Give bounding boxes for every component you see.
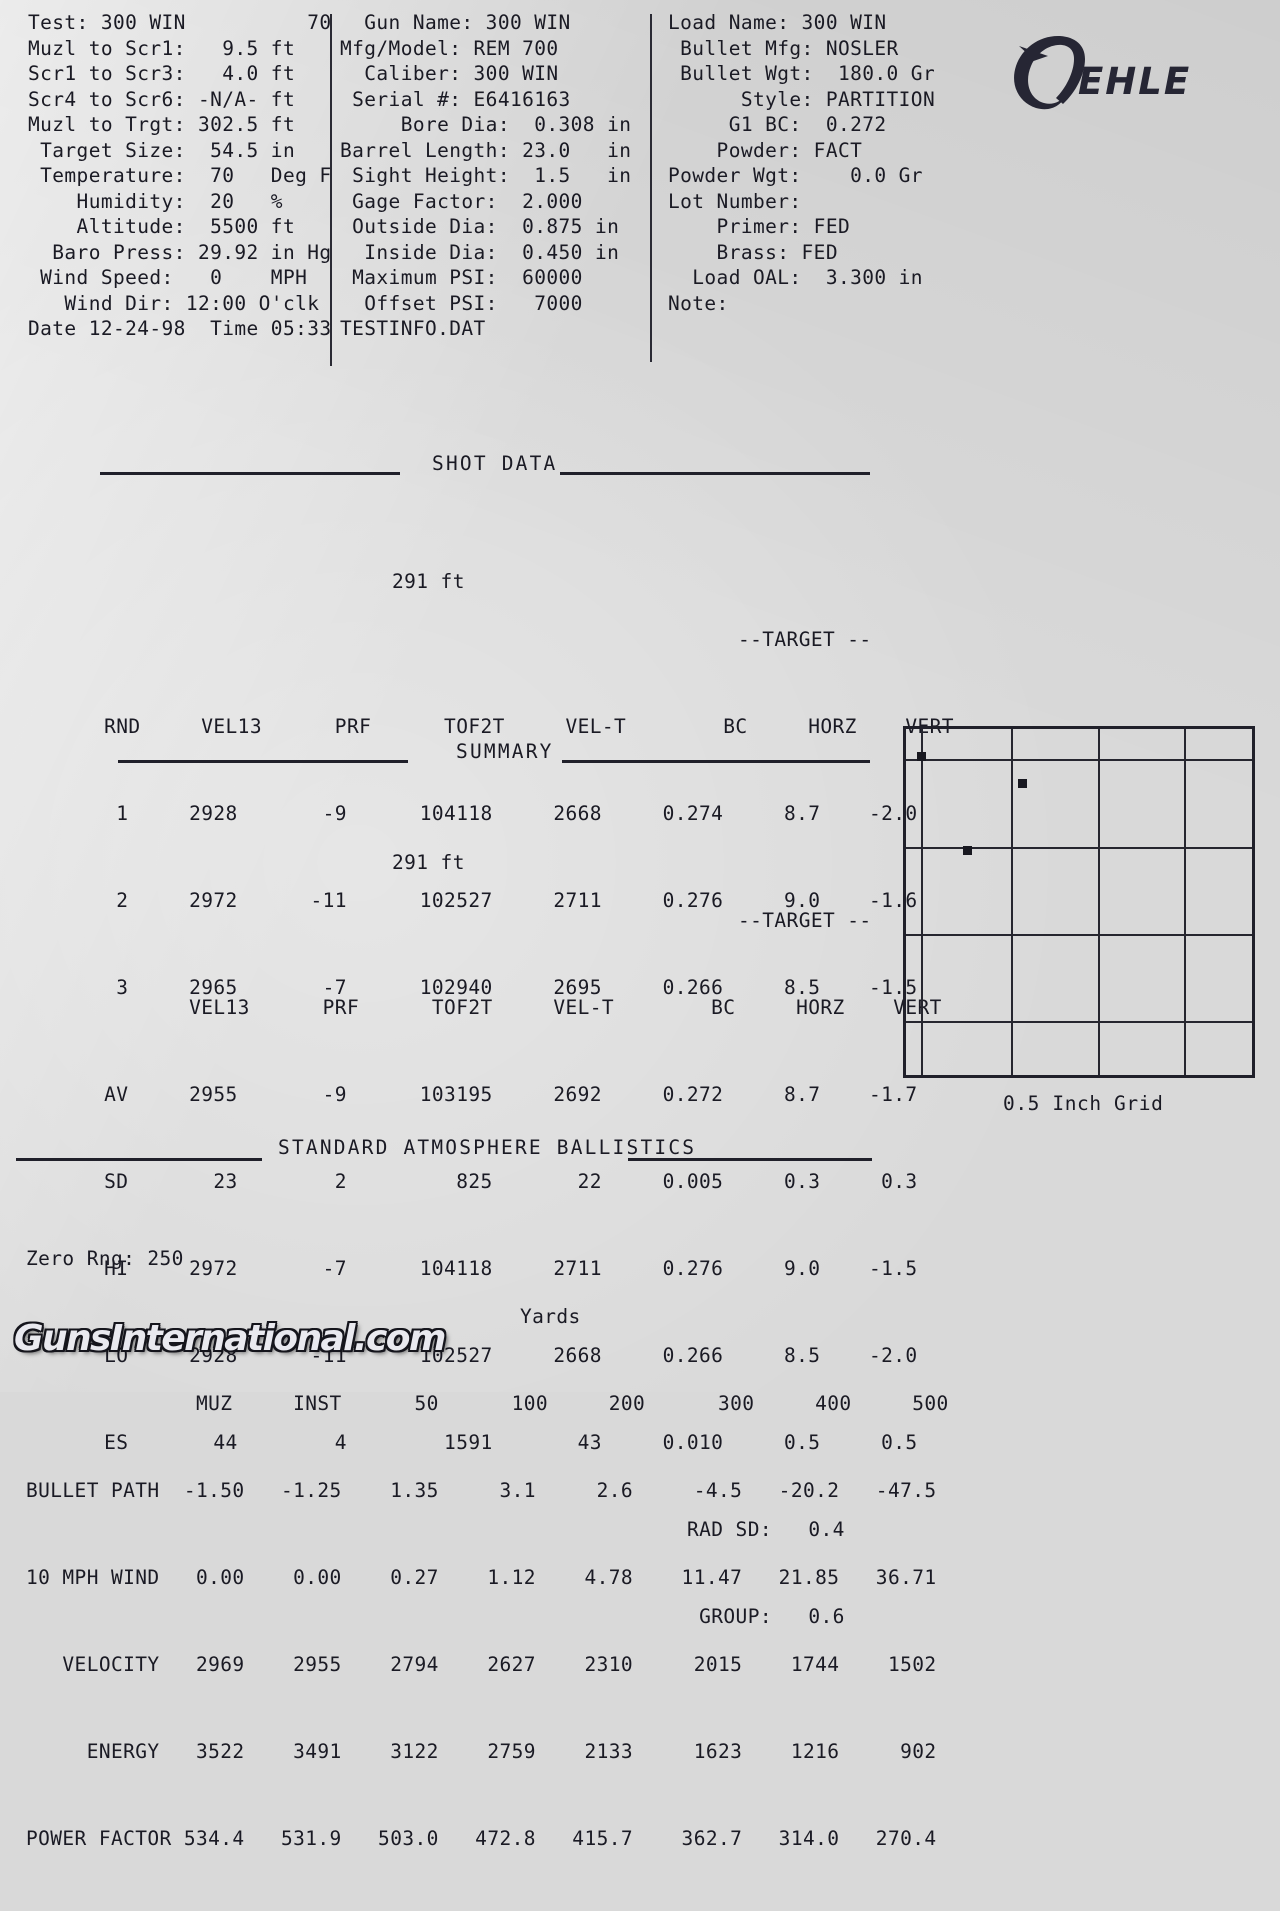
- table-row: BULLET PATH -1.50 -1.25 1.35 3.1 2.6 -4.…: [26, 1479, 937, 1502]
- header-line: Inside Dia: 0.450 in: [340, 240, 620, 264]
- grid-line-vertical: [1011, 729, 1013, 1075]
- shot-marker-3: [963, 846, 972, 855]
- summary-column-headers: VEL13 PRF TOF2T VEL-T BC HORZ VERT: [92, 996, 942, 1019]
- oehler-wordmark: EHLER: [1078, 60, 1190, 103]
- header-line: Load Name: 300 WIN: [668, 11, 887, 34]
- grid-line-vertical: [1184, 729, 1186, 1075]
- table-row: AV 2955 -9 103195 2692 0.272 8.7 -1.7: [92, 1083, 918, 1106]
- header-line: TESTINFO.DAT: [340, 317, 486, 340]
- header-line: Baro Press: 29.92 in Hg: [28, 240, 332, 264]
- ballistics-column-headers: MUZ INST 50 100 200 300 400 500: [26, 1392, 949, 1415]
- header-line: Bullet Mfg: NOSLER: [668, 36, 899, 60]
- shot-data-title: SHOT DATA: [432, 452, 558, 475]
- header-line: Powder Wgt: 0.0 Gr: [668, 164, 923, 187]
- ballistics-title: STANDARD ATMOSPHERE BALLISTICS: [278, 1136, 697, 1159]
- header-line: Load OAL: 3.300 in: [668, 266, 923, 289]
- grid-line-horizontal: [906, 1021, 1252, 1023]
- header-column-gun-info: Gun Name: 300 WIN Mfg/Model: REM 700 Cal…: [340, 10, 640, 342]
- header-line: Gun Name: 300 WIN: [340, 11, 571, 34]
- ballistics-zero-range: Zero Rng: 250: [26, 1247, 184, 1270]
- grid-line-vertical: [921, 729, 923, 1075]
- table-row: HI 2972 -7 104118 2711 0.276 9.0 -1.5: [92, 1257, 918, 1280]
- header-line: Caliber: 300 WIN: [340, 62, 559, 85]
- ballistics-rule-right: [628, 1158, 872, 1161]
- table-row: LO 2928 -11 102527 2668 0.266 8.5 -2.0: [92, 1344, 918, 1367]
- shot-data-target-label: --TARGET --: [738, 628, 872, 651]
- header-line: G1 BC: 0.272: [668, 113, 887, 136]
- header-line: Temperature: 70 Deg F: [28, 164, 332, 187]
- header-line: Target Size: 54.5 in: [28, 138, 296, 162]
- shot-marker-2: [1018, 779, 1027, 788]
- header-line: Bore Dia: 0.308 in: [340, 113, 632, 136]
- table-row: VELOCITY 2969 2955 2794 2627 2310 2015 1…: [26, 1653, 937, 1676]
- header-line: Humidity: 20 %: [28, 189, 283, 213]
- report-header: Test: 300 WIN 70 Muzl to Scr1: 9.5 ft Sc…: [0, 0, 1280, 380]
- target-grid: [903, 726, 1255, 1078]
- table-row: ENERGY 3522 3491 3122 2759 2133 1623 121…: [26, 1740, 937, 1763]
- header-line: Altitude: 5500 ft: [28, 215, 296, 238]
- header-column-test-conditions: Test: 300 WIN 70 Muzl to Scr1: 9.5 ft Sc…: [28, 10, 332, 342]
- grid-line-horizontal: [906, 847, 1252, 849]
- site-watermark: GunsInternational.com: [14, 1318, 446, 1359]
- table-row: POWER FACTOR 534.4 531.9 503.0 472.8 415…: [26, 1827, 937, 1850]
- ballistics-units-label: Yards: [520, 1305, 581, 1328]
- oehler-logo: EHLER: [1000, 32, 1190, 116]
- ballistics-report-sheet: Test: 300 WIN 70 Muzl to Scr1: 9.5 ft Sc…: [0, 0, 1280, 1850]
- header-line: Sight Height: 1.5 in: [340, 164, 632, 187]
- header-line: Powder: FACT: [668, 138, 863, 162]
- header-line: Scr4 to Scr6: -N/A- ft: [28, 87, 296, 111]
- header-line: Muzl to Scr1: 9.5 ft: [28, 36, 296, 60]
- shot-marker-1: [917, 752, 926, 761]
- oehler-logo-icon: EHLER: [1014, 35, 1190, 110]
- header-divider-right: [650, 14, 652, 362]
- summary-target-label: --TARGET --: [738, 909, 872, 932]
- summary-title: SUMMARY: [456, 740, 554, 763]
- header-line: Note:: [668, 291, 729, 315]
- target-grid-caption: 0.5 Inch Grid: [1003, 1092, 1164, 1115]
- summary-rule-left: [118, 760, 408, 763]
- table-row: 2 2972 -11 102527 2711 0.276 9.0 -1.6: [92, 889, 918, 912]
- table-row: 10 MPH WIND 0.00 0.00 0.27 1.12 4.78 11.…: [26, 1566, 937, 1589]
- ballistics-table: Zero Rng: 250 Yards MUZ INST 50 100 200 …: [26, 1186, 949, 1911]
- grid-line-horizontal: [906, 759, 1252, 761]
- header-line: Style: PARTITION: [668, 87, 936, 111]
- header-divider-left: [330, 14, 332, 366]
- header-line: Wind Speed: 0 MPH: [28, 266, 308, 289]
- shot-data-rule-left: [100, 472, 400, 475]
- header-column-load-info: Load Name: 300 WIN Bullet Mfg: NOSLER Bu…: [668, 10, 968, 316]
- shot-data-rule-right: [560, 472, 870, 475]
- header-line: Offset PSI: 7000: [340, 291, 583, 315]
- header-line: Serial #: E6416163: [340, 87, 571, 111]
- header-line: Maximum PSI: 60000: [340, 266, 583, 289]
- header-line: Bullet Wgt: 180.0 Gr: [668, 62, 936, 85]
- grid-line-vertical: [1098, 729, 1100, 1075]
- header-line: Date 12-24-98 Time 05:33: [28, 317, 332, 340]
- header-line: Mfg/Model: REM 700: [340, 36, 559, 60]
- header-line: Outside Dia: 0.875 in: [340, 215, 620, 238]
- header-line: Scr1 to Scr3: 4.0 ft: [28, 62, 296, 85]
- summary-rule-right: [562, 760, 870, 763]
- table-row: SD 23 2 825 22 0.005 0.3 0.3: [92, 1170, 918, 1193]
- header-line: Muzl to Trgt: 302.5 ft: [28, 113, 296, 136]
- header-line: Test: 300 WIN 70: [28, 11, 332, 34]
- header-line: Brass: FED: [668, 240, 838, 264]
- shot-data-distance-label: 291 ft: [392, 570, 465, 593]
- header-line: Barrel Length: 23.0 in: [340, 138, 632, 162]
- header-line: Lot Number:: [668, 189, 802, 213]
- ballistics-rule-left: [16, 1158, 262, 1161]
- header-line: Wind Dir: 12:00 O'clk: [28, 291, 320, 315]
- grid-line-horizontal: [906, 934, 1252, 936]
- header-line: Primer: FED: [668, 215, 851, 238]
- header-line: Gage Factor: 2.000: [340, 189, 583, 213]
- shot-data-column-headers: RND VEL13 PRF TOF2T VEL-T BC HORZ VERT: [92, 715, 954, 738]
- summary-distance-label: 291 ft: [392, 851, 465, 874]
